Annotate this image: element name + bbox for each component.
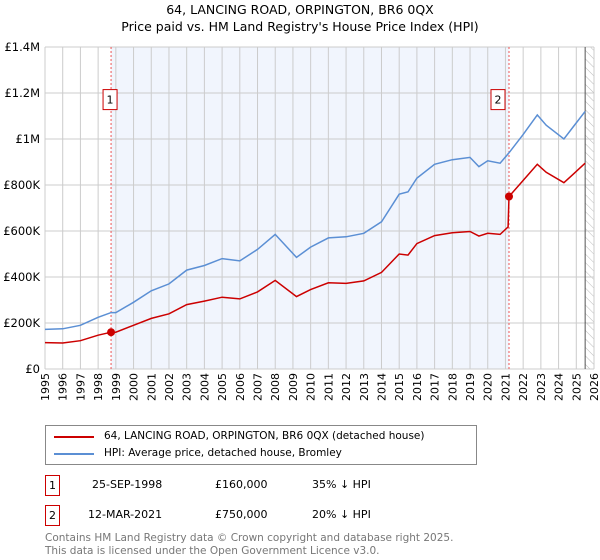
x-tick-label: 2005 xyxy=(216,373,229,401)
sale-date: 25-SEP-1998 xyxy=(92,478,163,491)
x-tick-label: 1998 xyxy=(92,373,105,401)
x-tick-label: 2017 xyxy=(429,373,442,401)
footer-licence: This data is licensed under the Open Gov… xyxy=(45,545,380,557)
x-tick-label: 2023 xyxy=(535,373,548,401)
sale-point xyxy=(107,328,116,337)
sale-marker-box xyxy=(490,89,506,111)
x-tick-label: 2019 xyxy=(464,373,477,401)
legend-item-property: 64, LANCING ROAD, ORPINGTON, BR6 0QX (de… xyxy=(54,429,424,444)
y-tick-label: £200K xyxy=(3,316,40,330)
x-tick-label: 2003 xyxy=(181,373,194,401)
x-tick-label: 2016 xyxy=(411,373,424,401)
x-tick-label: 2000 xyxy=(128,373,141,401)
x-tick-label: 2009 xyxy=(287,373,300,401)
y-tick-label: £800K xyxy=(3,178,40,192)
x-tick-label: 2002 xyxy=(163,373,176,401)
sale-marker-label: 1 xyxy=(107,94,114,107)
sale-marker-label: 2 xyxy=(494,94,501,107)
x-tick-label: 2021 xyxy=(499,373,512,401)
legend-swatch-blue xyxy=(54,452,94,455)
sale-period-shading xyxy=(111,47,509,369)
x-tick-label: 2006 xyxy=(234,373,247,401)
x-tick-label: 2013 xyxy=(358,373,371,401)
x-tick-label: 2015 xyxy=(393,373,406,401)
x-tick-label: 2012 xyxy=(340,373,353,401)
sale-date: 12-MAR-2021 xyxy=(88,508,163,521)
sale-price: £160,000 xyxy=(215,478,268,491)
chart-subtitle: Price paid vs. HM Land Registry's House … xyxy=(121,19,479,34)
x-tick-label: 2026 xyxy=(588,373,600,401)
sale-marker-badge: 1 xyxy=(45,475,60,496)
x-tick-label: 2024 xyxy=(553,373,566,401)
legend-item-hpi: HPI: Average price, detached house, Brom… xyxy=(54,446,342,461)
x-tick-label: 1995 xyxy=(39,373,52,401)
plot-area: 1995 1996 1997 1998 1999 2000 2001 2002 2003 2004… xyxy=(3,40,600,401)
series-line xyxy=(44,110,586,331)
x-tick-label: 2004 xyxy=(198,373,211,401)
legend: 64, LANCING ROAD, ORPINGTON, BR6 0QX (de… xyxy=(45,425,477,465)
x-tick-label: 1999 xyxy=(110,373,123,401)
y-tick-label: £400K xyxy=(3,270,40,284)
x-tick-label: 2011 xyxy=(322,373,335,401)
forecast-hatch xyxy=(585,47,594,369)
x-tick-label: 2018 xyxy=(446,373,459,401)
legend-label: HPI: Average price, detached house, Brom… xyxy=(104,447,342,459)
x-tick-label: 2020 xyxy=(482,373,495,401)
sale-hpi-diff: 35% ↓ HPI xyxy=(312,478,371,491)
legend-label: 64, LANCING ROAD, ORPINGTON, BR6 0QX (de… xyxy=(104,430,425,442)
sale-marker-box xyxy=(102,89,118,111)
x-tick-label: 2022 xyxy=(517,373,530,401)
y-tick-label: £1.4M xyxy=(4,40,40,54)
y-tick-label: £1M xyxy=(15,132,40,146)
x-tick-label: 2001 xyxy=(145,373,158,401)
series-line xyxy=(44,162,586,344)
x-tick-label: 1997 xyxy=(74,373,87,401)
x-tick-label: 2025 xyxy=(570,373,583,401)
x-tick-label: 2014 xyxy=(375,373,388,401)
footer-copyright: Contains HM Land Registry data © Crown c… xyxy=(45,532,454,544)
x-tick-label: 1996 xyxy=(57,373,70,401)
x-tick-label: 2008 xyxy=(269,373,282,401)
legend-swatch-red xyxy=(54,435,94,438)
sale-price: £750,000 xyxy=(215,508,268,521)
sale-marker-badge: 2 xyxy=(45,505,60,526)
y-tick-label: £0 xyxy=(25,362,40,376)
sale-hpi-diff: 20% ↓ HPI xyxy=(312,508,371,521)
y-tick-label: £1.2M xyxy=(4,86,40,100)
sale-point xyxy=(504,192,513,201)
y-tick-label: £600K xyxy=(3,224,40,238)
x-tick-label: 2010 xyxy=(305,373,318,401)
x-tick-label: 2007 xyxy=(252,373,265,401)
chart-title: 64, LANCING ROAD, ORPINGTON, BR6 0QX xyxy=(166,2,434,17)
